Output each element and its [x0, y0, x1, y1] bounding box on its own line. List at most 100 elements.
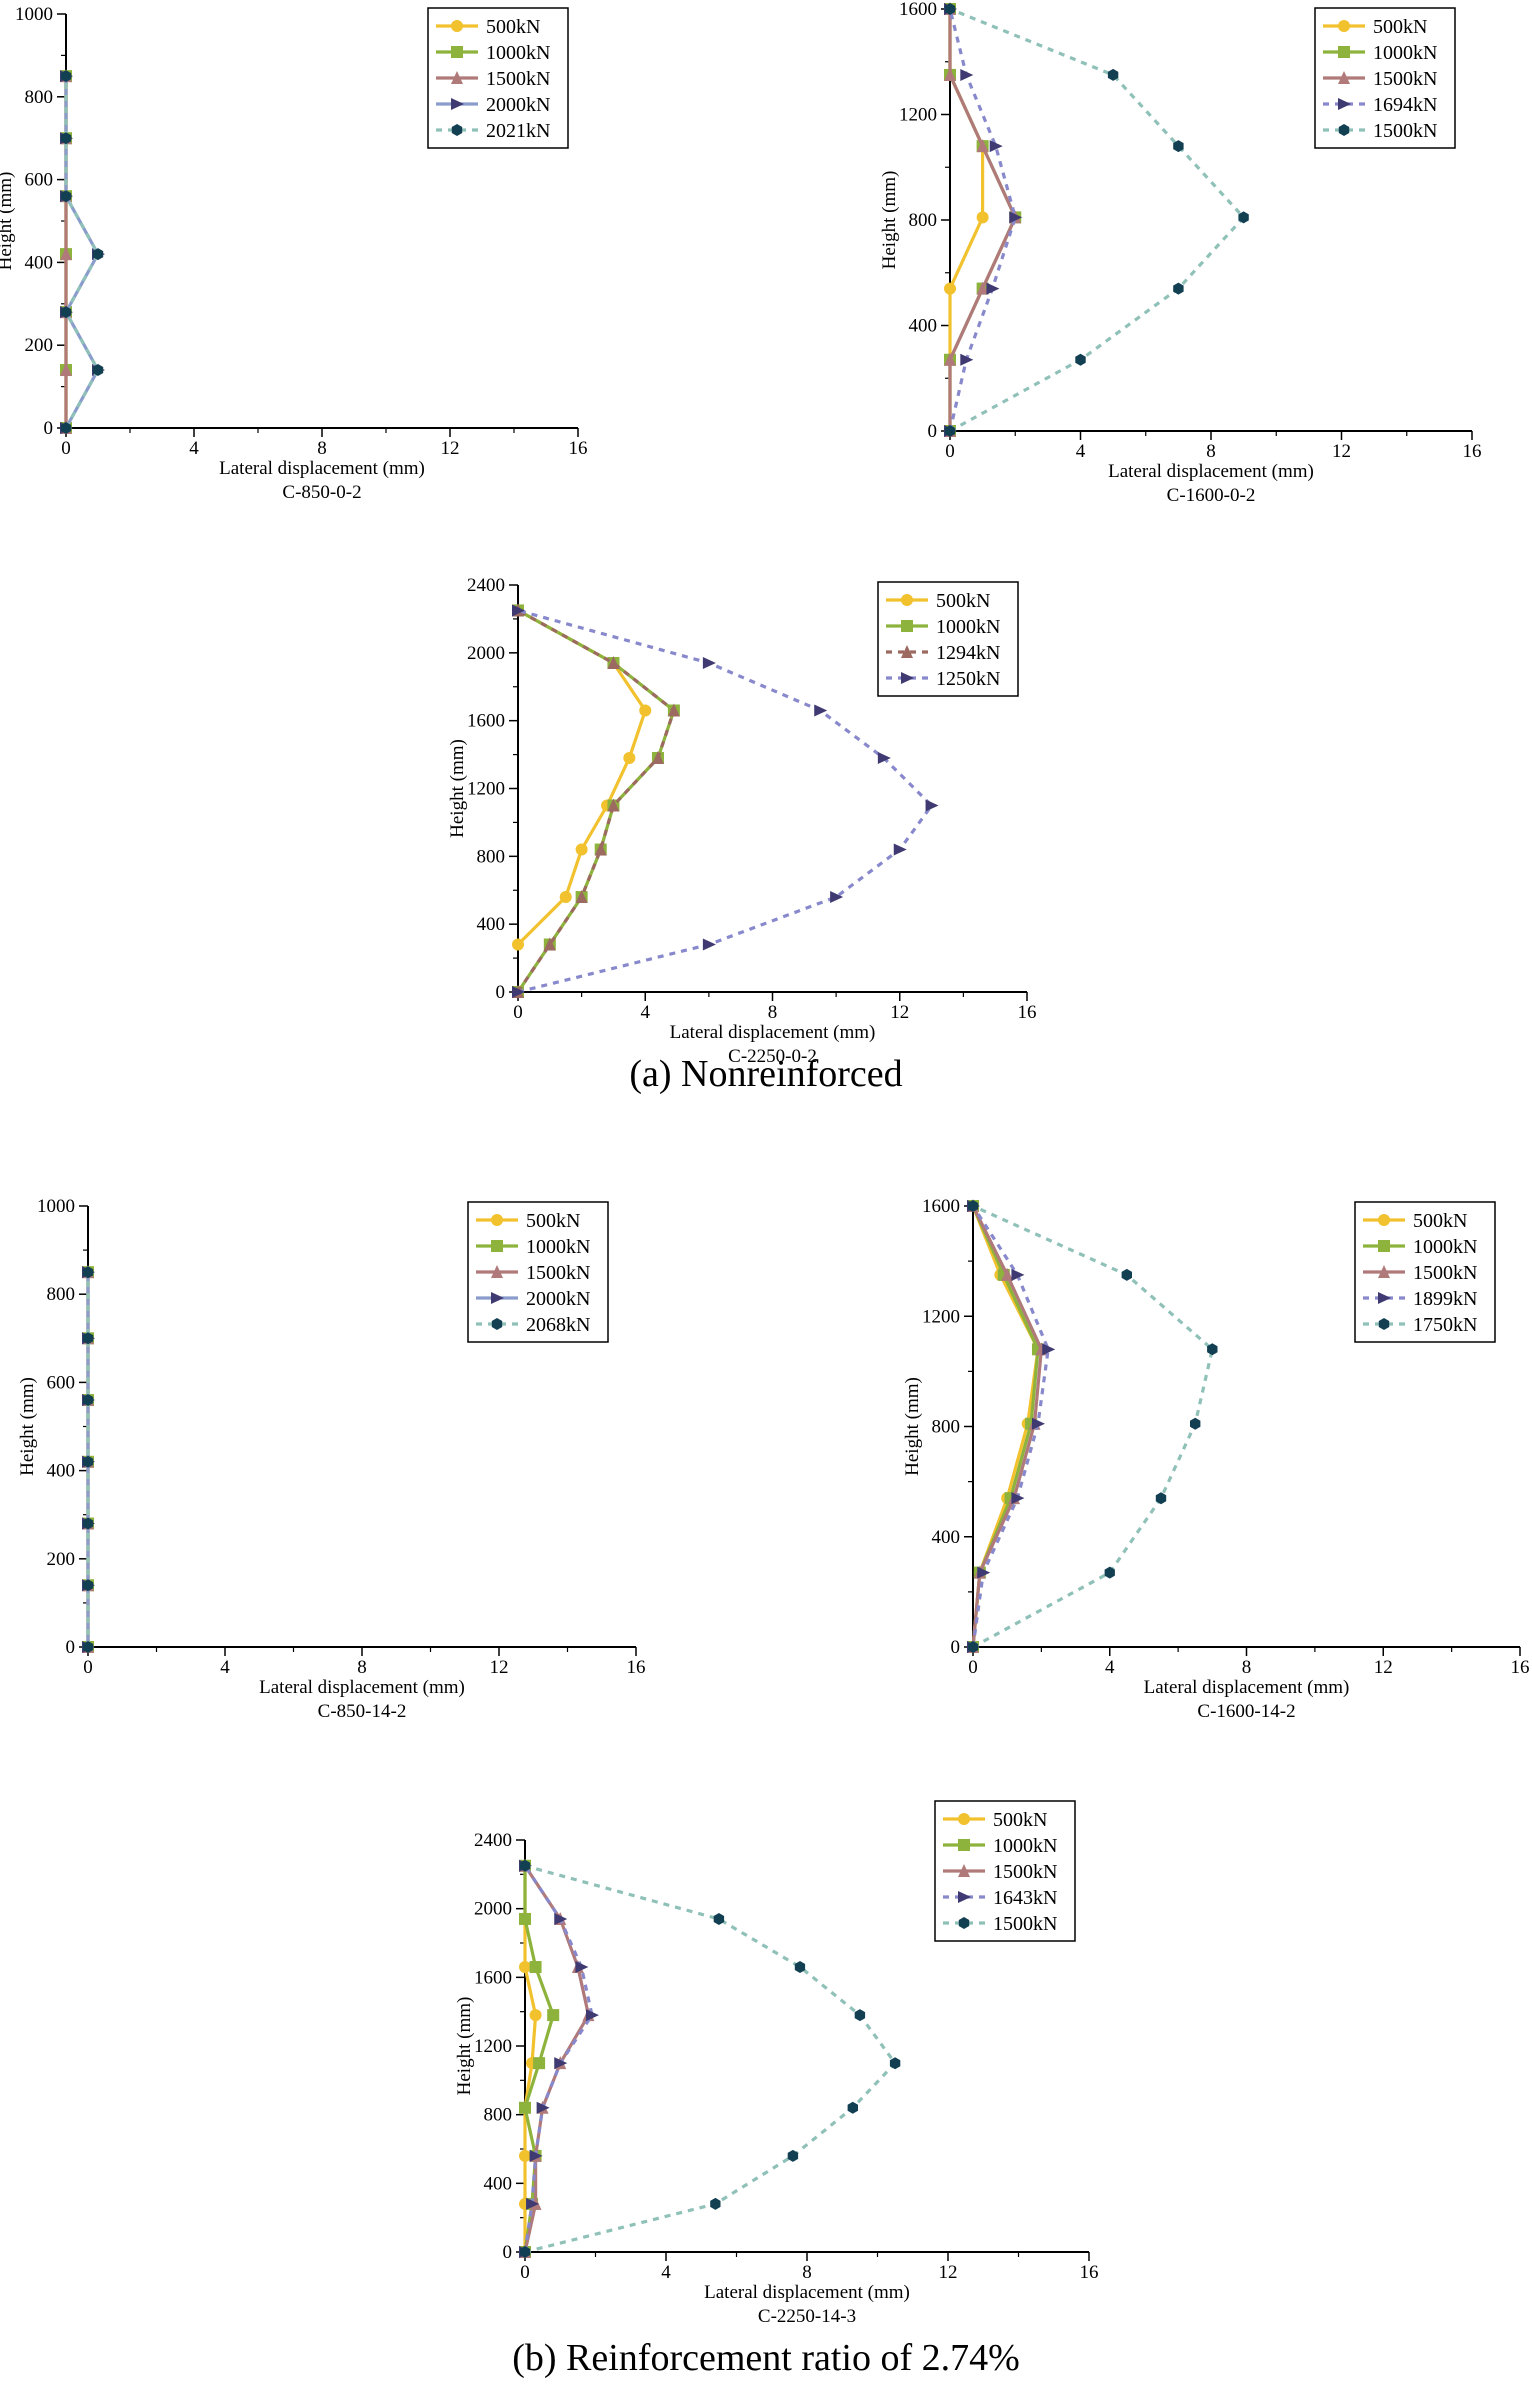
data-point	[702, 657, 716, 670]
y-tick-label: 0	[951, 1637, 961, 1658]
data-point	[607, 798, 620, 812]
data-point	[1104, 1566, 1115, 1579]
legend-marker	[958, 1839, 970, 1851]
legend-marker	[1378, 1214, 1390, 1226]
legend-marker	[901, 672, 914, 684]
data-point	[1011, 1268, 1025, 1281]
data-point	[944, 67, 956, 81]
y-tick-label: 1600	[899, 0, 937, 20]
legend-marker	[491, 1318, 503, 1330]
chart-title: C-2250-14-3	[758, 2306, 856, 2327]
chart-title: C-850-0-2	[282, 482, 361, 503]
data-point	[639, 704, 652, 717]
x-tick-label: 0	[945, 441, 955, 462]
data-point	[60, 190, 72, 203]
legend-label: 1000kN	[936, 616, 1000, 638]
data-point	[1173, 282, 1184, 295]
chart-title: C-1600-14-2	[1197, 1701, 1295, 1722]
series-line	[516, 608, 647, 946]
x-tick-label: 16	[1018, 1002, 1037, 1023]
data-point	[893, 843, 907, 856]
data-point	[60, 363, 72, 377]
y-tick-label: 1200	[922, 1306, 960, 1327]
y-tick-label: 0	[503, 2242, 513, 2263]
y-tick-label: 2400	[467, 575, 505, 596]
data-point	[60, 70, 72, 83]
legend-marker	[1338, 20, 1350, 32]
legend-marker	[1338, 71, 1350, 84]
data-point	[976, 211, 989, 224]
y-tick-label: 2400	[474, 1830, 512, 1851]
y-axis-label: Height (mm)	[17, 1377, 38, 1476]
legend-marker	[451, 46, 463, 58]
data-point	[529, 2149, 543, 2162]
chart-title: C-1600-0-2	[1167, 485, 1256, 506]
data-point	[651, 750, 664, 764]
series-line	[524, 1864, 897, 2254]
x-tick-label: 16	[1511, 1657, 1530, 1678]
data-point	[536, 2101, 550, 2114]
data-point	[575, 843, 588, 856]
data-point	[82, 1517, 94, 1530]
y-tick-label: 0	[496, 982, 506, 1003]
data-point	[1031, 1417, 1045, 1430]
legend-marker	[901, 620, 913, 632]
legend-marker	[1338, 124, 1350, 136]
data-point	[575, 890, 588, 904]
chart-C-1600-0-2: 0 4 8 12 16 0 400 800 1200 1600 Lateral displaceme…	[879, 0, 1482, 506]
y-tick-label: 2000	[474, 1899, 512, 1920]
y-tick-label: 800	[484, 2105, 513, 2126]
data-point	[554, 1912, 568, 1925]
legend-marker	[451, 71, 463, 84]
data-point	[1238, 211, 1249, 224]
chart-C-850-0-2: 0 4 8 12 16 0 200 400 600 800 1000 Lateral displace…	[0, 4, 588, 503]
data-point	[960, 353, 974, 366]
legend: 500kN 1000kN 1500kN 1899kN 1750kN	[1354, 1201, 1496, 1343]
x-axis-label: Lateral displacement (mm)	[704, 2282, 910, 2303]
series-1500kN	[519, 1859, 901, 2258]
data-point	[1042, 1343, 1056, 1356]
data-point	[1075, 353, 1086, 366]
y-tick-label: 800	[909, 210, 938, 231]
data-point	[575, 1961, 589, 1974]
data-point	[1173, 140, 1184, 153]
x-tick-label: 8	[1242, 1657, 1252, 1678]
legend-marker	[491, 1240, 503, 1252]
legend-marker	[1338, 46, 1350, 58]
x-tick-label: 8	[802, 2262, 812, 2283]
data-point	[82, 1641, 94, 1653]
legend-marker	[901, 645, 913, 658]
legend-marker	[1338, 98, 1351, 110]
data-point	[989, 140, 1003, 153]
x-tick-label: 16	[1080, 2262, 1099, 2283]
y-tick-label: 800	[477, 846, 506, 867]
x-tick-label: 8	[1206, 441, 1216, 462]
y-tick-label: 2000	[467, 643, 505, 664]
data-point	[925, 799, 939, 812]
y-tick-label: 400	[932, 1527, 961, 1548]
legend-label: 500kN	[936, 590, 990, 612]
x-tick-label: 12	[1332, 441, 1351, 462]
legend-label: 500kN	[993, 1809, 1047, 1831]
data-point	[1009, 211, 1023, 224]
x-tick-label: 12	[441, 438, 460, 459]
data-point	[702, 938, 716, 951]
y-tick-label: 1000	[15, 4, 53, 25]
x-tick-label: 0	[520, 2262, 530, 2283]
x-tick-label: 8	[357, 1657, 367, 1678]
data-point	[92, 364, 104, 376]
legend-label: 500kN	[526, 1210, 580, 1232]
data-point	[519, 1859, 531, 1872]
data-point	[944, 425, 956, 437]
x-tick-label: 8	[317, 438, 327, 459]
legend-label: 1694kN	[1373, 94, 1437, 116]
chart-title: C-2250-0-2	[728, 1046, 817, 1067]
legend-label: 1000kN	[1413, 1236, 1477, 1258]
data-point	[529, 2009, 542, 2022]
data-point	[585, 2009, 599, 2022]
data-point	[519, 1912, 531, 1925]
legend-label: 1500kN	[486, 68, 550, 90]
data-point	[1001, 1267, 1014, 1281]
legend-marker	[958, 1864, 970, 1877]
